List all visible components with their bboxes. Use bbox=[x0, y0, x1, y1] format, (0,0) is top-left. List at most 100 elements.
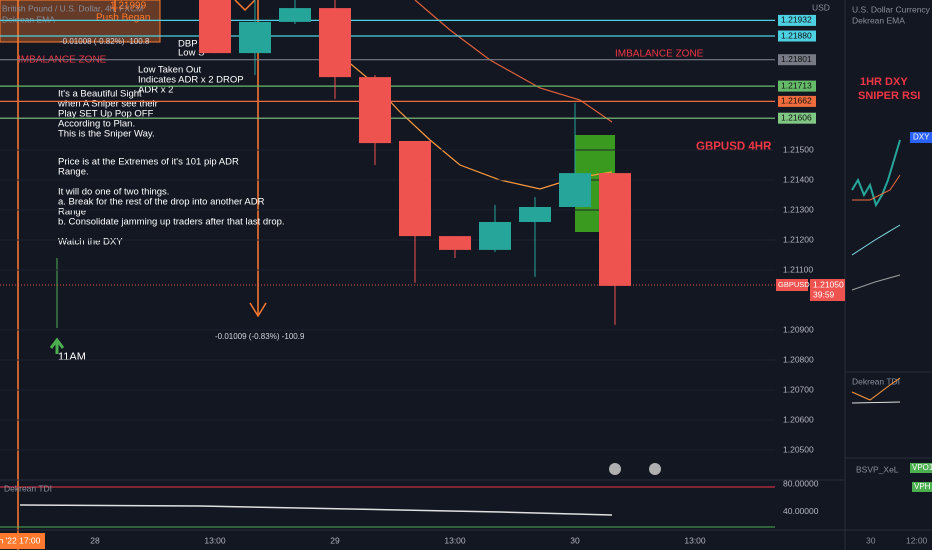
candle-body bbox=[399, 141, 431, 237]
y-tick-label: 1.20600 bbox=[783, 414, 814, 424]
y-tick-label: 1.20700 bbox=[783, 384, 814, 394]
x-tick-label: 29 bbox=[330, 535, 340, 545]
ema-line bbox=[414, 0, 613, 123]
level-label: 1.21880 bbox=[781, 30, 812, 40]
annotation: Low S bbox=[178, 48, 204, 59]
note: Low Taken Out bbox=[138, 65, 202, 76]
candle-body bbox=[199, 0, 231, 54]
arrow-head bbox=[234, 0, 256, 12]
side-tag: DXY bbox=[913, 133, 930, 142]
crosshair-box bbox=[0, 533, 45, 549]
note: Range bbox=[58, 207, 86, 218]
note: It's a Beautiful Sight bbox=[58, 89, 142, 100]
x-tick-label: 13:00 bbox=[684, 535, 706, 545]
side-ema bbox=[851, 224, 901, 256]
x-tick-label: 13:00 bbox=[204, 535, 226, 545]
indicator: Dekrean EMA bbox=[2, 14, 55, 24]
note: Price is at the Extremes of it's 101 pip… bbox=[58, 157, 239, 168]
note: Watch the DXY bbox=[58, 237, 123, 248]
annotation: DBP bbox=[178, 39, 198, 50]
note: Range. bbox=[58, 167, 89, 178]
tdi-tick-label: 80.00000 bbox=[783, 478, 819, 488]
annotation: -0.01008 (-0.82%) -100.8 bbox=[60, 37, 150, 46]
currency: USD bbox=[812, 2, 830, 12]
side-tdi bbox=[851, 377, 901, 401]
annotation: 11AM bbox=[58, 351, 86, 363]
pane-label: Dekrean TDI bbox=[4, 483, 52, 493]
price-axis bbox=[775, 0, 845, 550]
level-label: 1.21932 bbox=[781, 15, 812, 25]
side-title: SNIPER RSI bbox=[858, 90, 920, 102]
main-pane: British Pound / U.S. Dollar, 4h, FXCM De… bbox=[0, 0, 789, 550]
candle-body bbox=[479, 222, 511, 250]
y-tick-label: 1.21400 bbox=[783, 174, 814, 184]
annotation: IMBALANCE ZONE bbox=[615, 49, 704, 60]
annotation: 1.21999 bbox=[110, 1, 147, 12]
level-label: 1.21606 bbox=[781, 112, 812, 122]
candle-body bbox=[599, 173, 631, 286]
event-icon bbox=[649, 463, 661, 475]
level-box bbox=[778, 80, 816, 92]
last-price-label: 1.21050 bbox=[813, 279, 844, 289]
level-box bbox=[778, 14, 816, 26]
side-title: 1HR DXY bbox=[860, 76, 908, 88]
y-tick-label: 1.21200 bbox=[783, 234, 814, 244]
note: b. Consolidate jamming up traders after … bbox=[58, 217, 285, 228]
side-ema bbox=[851, 274, 901, 291]
symbol-box bbox=[776, 279, 808, 291]
candle-body bbox=[239, 21, 271, 54]
side-tdi bbox=[851, 401, 901, 404]
candle-body bbox=[319, 8, 351, 78]
side-pane-label: Dekrean TDI bbox=[852, 376, 900, 386]
note: This is the Sniper Way. bbox=[58, 129, 155, 140]
tdi-line bbox=[19, 504, 613, 516]
side-tag: VPH bbox=[914, 482, 931, 491]
last-price-box bbox=[810, 279, 845, 301]
crosshair-label: Jun '22 17:00 bbox=[0, 535, 41, 545]
note: It will do one of two things. bbox=[58, 187, 169, 198]
note: when A Sniper see their bbox=[57, 99, 158, 110]
side-tag: VPO1 bbox=[912, 463, 932, 472]
note: a. Break for the rest of the drop into a… bbox=[58, 197, 265, 208]
symbol-label: GBPUSD bbox=[778, 280, 810, 289]
note: ADR x 2 bbox=[138, 85, 173, 96]
annotation: -0.01009 (-0.83%) -100.9 bbox=[215, 332, 305, 341]
x-tick-label: 30 bbox=[570, 535, 580, 545]
x-tick-label: 28 bbox=[90, 535, 100, 545]
tag-box bbox=[910, 132, 932, 143]
level-label: 1.21662 bbox=[781, 96, 812, 106]
candle-body bbox=[439, 236, 471, 250]
y-tick-label: 1.20900 bbox=[783, 324, 814, 334]
annotation: GBPUSD 4HR TF bbox=[696, 141, 789, 153]
level-box bbox=[778, 95, 816, 107]
side-pane-label: BSVP_XeL bbox=[856, 464, 899, 474]
side-indicator: Dekrean EMA bbox=[852, 15, 905, 25]
candle-body bbox=[359, 77, 391, 144]
annotation: Push Began bbox=[96, 13, 151, 24]
x-tick-label: 13:00 bbox=[444, 535, 466, 545]
candle-body bbox=[279, 8, 311, 22]
y-tick-label: 1.21500 bbox=[783, 144, 814, 154]
side-time: 12:00 bbox=[906, 535, 928, 545]
side-time: 30 bbox=[866, 535, 876, 545]
candle-body bbox=[559, 173, 591, 207]
note: Play SET Up Pop OFF bbox=[58, 109, 154, 120]
side-symbol: U.S. Dollar Currency Inde bbox=[852, 4, 932, 14]
note: Indicates ADR x 2 DROP bbox=[138, 75, 244, 86]
level-box bbox=[778, 30, 816, 42]
tag-box bbox=[910, 463, 932, 473]
y-tick-label: 1.20800 bbox=[783, 354, 814, 364]
y-tick-label: 1.21300 bbox=[783, 204, 814, 214]
tag-box bbox=[912, 482, 932, 492]
y-tick-label: 1.21100 bbox=[783, 264, 813, 274]
side-panel: U.S. Dollar Currency Inde Dekrean EMA 1H… bbox=[845, 4, 932, 545]
note: According to Plan. bbox=[58, 119, 135, 130]
candle-body bbox=[519, 207, 551, 222]
level-label: 1.21713 bbox=[781, 80, 812, 90]
level-box bbox=[778, 54, 816, 66]
tdi-tick-label: 40.00000 bbox=[783, 506, 819, 516]
side-price bbox=[851, 139, 901, 208]
arrow-head bbox=[249, 302, 267, 318]
countdown: 39:59 bbox=[813, 289, 835, 299]
